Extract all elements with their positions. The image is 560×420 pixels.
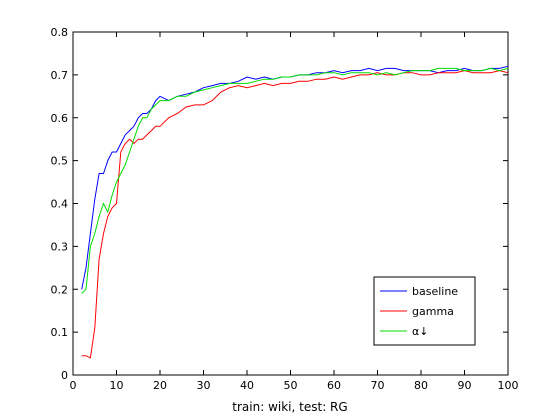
x-axis-label: train: wiki, test: RG [232,400,347,414]
x-tick-label: 90 [458,379,472,392]
y-tick-label: 0.5 [51,155,69,168]
x-tick-label: 0 [70,379,77,392]
x-tick-label: 70 [371,379,385,392]
series-lines [81,65,509,359]
x-tick-label: 40 [240,379,254,392]
legend: baseline gamma α↓ [373,276,476,346]
x-tick-label: 50 [284,379,298,392]
x-tick-label: 30 [197,379,211,392]
series-line-1 [81,70,509,359]
x-tick-label: 20 [153,379,167,392]
y-tick-label: 0.4 [51,198,69,211]
y-tick-label: 0.3 [51,240,69,253]
axis-ticks: 0 10 20 30 40 50 60 70 80 90 100 0 0.1 0.2 0.3 0.4 0.5 0.… [51,26,519,392]
y-tick-label: 0.1 [51,326,69,339]
y-tick-label: 0.6 [51,112,69,125]
x-tick-label: 100 [498,379,519,392]
legend-label-0: baseline [412,285,458,298]
y-tick-label: 0 [61,369,68,382]
y-tick-label: 0.2 [51,283,69,296]
x-tick-label: 60 [327,379,341,392]
y-tick-label: 0.8 [51,26,69,39]
series-line-2 [81,67,509,294]
x-tick-label: 10 [110,379,124,392]
legend-label-1: gamma [412,305,454,318]
x-tick-label: 80 [414,379,428,392]
y-tick-label: 0.7 [51,69,69,82]
legend-label-2: α↓ [412,325,428,338]
